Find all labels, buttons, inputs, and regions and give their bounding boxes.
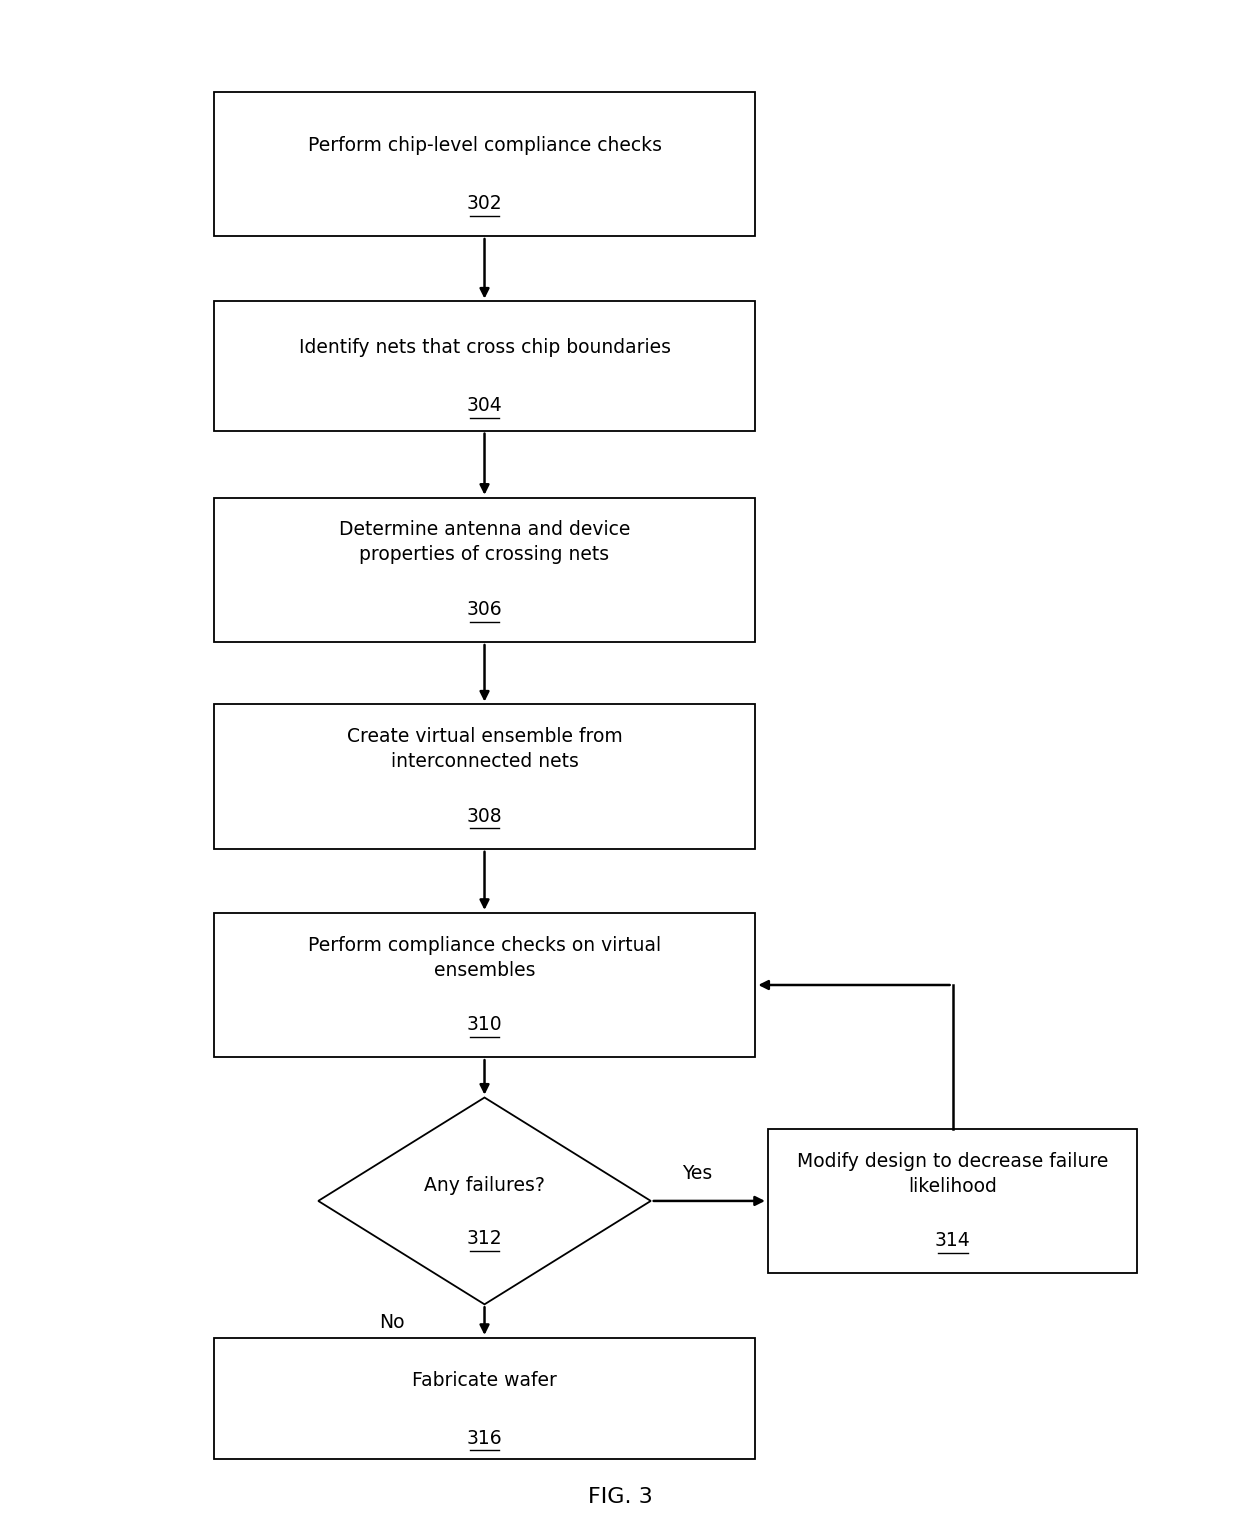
Text: Fabricate wafer: Fabricate wafer [412, 1372, 557, 1390]
Text: 316: 316 [466, 1428, 502, 1448]
Text: 302: 302 [466, 194, 502, 213]
Text: Perform compliance checks on virtual
ensembles: Perform compliance checks on virtual ens… [308, 936, 661, 980]
Text: 308: 308 [466, 807, 502, 826]
Text: 304: 304 [466, 396, 502, 414]
FancyBboxPatch shape [213, 92, 755, 235]
FancyBboxPatch shape [213, 497, 755, 642]
Polygon shape [319, 1098, 651, 1304]
Text: 310: 310 [466, 1015, 502, 1034]
Text: Determine antenna and device
properties of crossing nets: Determine antenna and device properties … [339, 520, 630, 564]
Text: Perform chip-level compliance checks: Perform chip-level compliance checks [308, 136, 661, 154]
Text: 306: 306 [466, 599, 502, 619]
FancyBboxPatch shape [768, 1128, 1137, 1274]
Text: Identify nets that cross chip boundaries: Identify nets that cross chip boundaries [299, 338, 671, 358]
Text: Any failures?: Any failures? [424, 1176, 544, 1196]
Text: 314: 314 [935, 1231, 971, 1251]
Text: No: No [379, 1313, 405, 1332]
Text: Create virtual ensemble from
interconnected nets: Create virtual ensemble from interconnec… [347, 728, 622, 771]
Text: FIG. 3: FIG. 3 [588, 1488, 652, 1508]
Text: Modify design to decrease failure
likelihood: Modify design to decrease failure likeli… [797, 1151, 1109, 1196]
FancyBboxPatch shape [213, 301, 755, 431]
Text: Yes: Yes [682, 1164, 712, 1183]
Text: 312: 312 [466, 1229, 502, 1249]
FancyBboxPatch shape [213, 1338, 755, 1460]
FancyBboxPatch shape [213, 913, 755, 1057]
FancyBboxPatch shape [213, 705, 755, 849]
